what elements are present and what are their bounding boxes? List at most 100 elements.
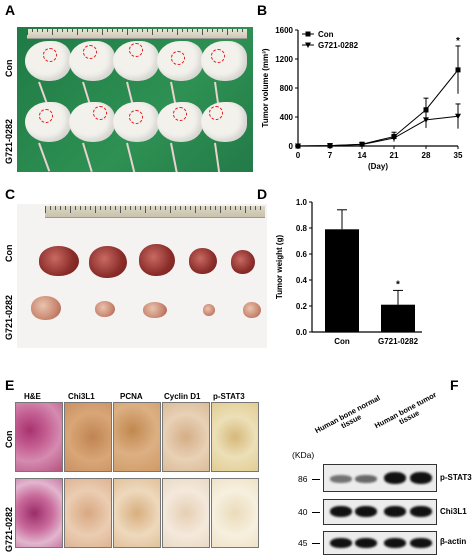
ruler-tick [72, 29, 73, 32]
mouse-tail [38, 142, 51, 172]
ruler-tick [220, 206, 221, 213]
tumor-marker [39, 109, 53, 123]
mice-photo [17, 27, 253, 172]
marker-tick-86 [312, 479, 320, 480]
x-tick-label: 28 [422, 151, 431, 160]
y-tick-label: 0 [289, 142, 294, 151]
ruler-tick [60, 206, 61, 210]
ruler-tick [165, 206, 166, 210]
ruler-tick [215, 206, 216, 210]
ruler-tick [65, 206, 66, 210]
ruler-tick [77, 29, 78, 35]
data-point [423, 117, 429, 123]
ruler-tick [230, 206, 231, 210]
row-label-con-c: Con [4, 244, 14, 263]
ruler-tick [127, 29, 128, 35]
panel-letter-c: C [5, 186, 16, 202]
row-label-con-a: Con [4, 59, 14, 78]
ruler-tick [135, 206, 136, 210]
tumor [203, 304, 215, 316]
ruler-tick [97, 29, 98, 32]
hist-treated-pcna [113, 478, 161, 548]
series-line-1 [297, 115, 459, 147]
ruler-tick [245, 206, 246, 213]
ruler-tick [37, 29, 38, 32]
tumor-marker [129, 110, 143, 124]
blot-label-chi3l1: Chi3L1 [440, 507, 467, 516]
mouse-tail [126, 142, 136, 172]
ruler-tick [237, 29, 238, 32]
ruler-tick [112, 29, 113, 32]
ruler-tick [240, 206, 241, 210]
band [330, 475, 352, 483]
ruler-tick [160, 206, 161, 210]
ruler-tick [75, 206, 76, 210]
mouse-tail [82, 142, 93, 172]
mouse-tail [170, 142, 178, 172]
ruler-tick [167, 29, 168, 32]
hist-treated-he [15, 478, 63, 548]
marker-tick-40 [312, 512, 320, 513]
ruler-tick [105, 206, 106, 210]
y-tick-label: 0.0 [296, 328, 308, 337]
hist-treated-p-stat3 [211, 478, 259, 548]
legend-marker [305, 31, 311, 37]
tumor [39, 246, 79, 276]
data-point [359, 142, 365, 148]
ruler-tick [100, 206, 101, 210]
tumor-marker [83, 45, 97, 59]
ruler-tick [132, 29, 133, 32]
significance-mark: * [456, 36, 460, 47]
ruler-tick [175, 206, 176, 210]
ruler-tick [90, 206, 91, 210]
ruler-tick [205, 206, 206, 210]
ruler-tick [42, 29, 43, 32]
marker-45: 45 [298, 538, 308, 548]
stain-label-pcna: PCNA [120, 392, 143, 401]
ruler-tick [120, 206, 121, 213]
significance-mark: * [396, 279, 400, 290]
stain-label-chi3l1: Chi3L1 [68, 392, 95, 401]
ruler-tick [140, 206, 141, 210]
ruler-tick [235, 206, 236, 210]
panel-letter-f: F [450, 377, 459, 393]
band [384, 506, 406, 517]
tumor-weight-chart: 0.0 0.2 0.4 0.6 0.8 1.0 Tumor weight (g) Con G72… [275, 198, 422, 346]
ruler-tick [195, 206, 196, 213]
panel-letter-e: E [5, 377, 15, 393]
ruler-tick [125, 206, 126, 210]
data-point [391, 135, 397, 142]
row-label-con-e: Con [4, 430, 14, 449]
hist-con-p-stat3 [211, 402, 259, 472]
hist-con-chi3l1 [64, 402, 112, 472]
panel-letter-a: A [5, 2, 16, 18]
x-axis-label: (Day) [368, 162, 388, 171]
hist-treated-cyclin-d1 [162, 478, 210, 548]
y-tick-label: 1600 [275, 26, 293, 35]
ruler-tick [147, 29, 148, 32]
band [384, 472, 406, 484]
blot-beta-actin [323, 531, 437, 555]
panel-letter-d: D [257, 186, 268, 202]
ruler-tick [55, 206, 56, 210]
ruler-tick [212, 29, 213, 32]
y-tick-label: 400 [280, 113, 294, 122]
band [355, 475, 377, 483]
marker-86: 86 [298, 474, 308, 484]
ruler-tick [115, 206, 116, 210]
ruler-tick [200, 206, 201, 210]
mouse [201, 41, 247, 81]
ruler-tick [117, 29, 118, 32]
ruler-tick [180, 206, 181, 210]
x-tick-label: 35 [454, 151, 463, 160]
ruler-tick [207, 29, 208, 32]
ruler-tick [32, 29, 33, 32]
ruler-tick [172, 29, 173, 32]
tumor-volume-chart: 0 400 800 1200 1600 0 7 14 21 28 35 (Day) Tumor volu… [261, 26, 463, 171]
tumor-marker [93, 106, 107, 120]
y-tick-label: 800 [280, 84, 294, 93]
y-axis-label: Tumor volume (mm³) [261, 48, 270, 127]
ruler-tick [87, 29, 88, 32]
ruler-tick [190, 206, 191, 210]
hist-con-pcna [113, 402, 161, 472]
